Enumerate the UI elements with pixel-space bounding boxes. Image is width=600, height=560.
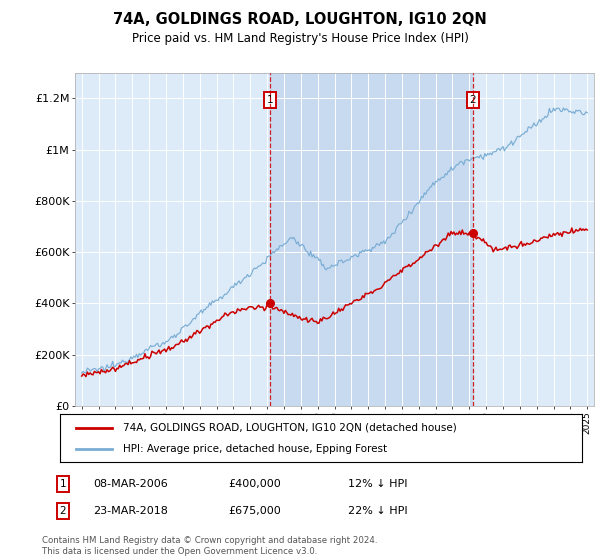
Text: 74A, GOLDINGS ROAD, LOUGHTON, IG10 2QN: 74A, GOLDINGS ROAD, LOUGHTON, IG10 2QN (113, 12, 487, 27)
Text: 22% ↓ HPI: 22% ↓ HPI (348, 506, 407, 516)
Text: 1: 1 (59, 479, 67, 489)
Text: £400,000: £400,000 (228, 479, 281, 489)
Text: 12% ↓ HPI: 12% ↓ HPI (348, 479, 407, 489)
Text: £675,000: £675,000 (228, 506, 281, 516)
Text: 74A, GOLDINGS ROAD, LOUGHTON, IG10 2QN (detached house): 74A, GOLDINGS ROAD, LOUGHTON, IG10 2QN (… (122, 423, 457, 433)
Text: 2: 2 (59, 506, 67, 516)
Text: Price paid vs. HM Land Registry's House Price Index (HPI): Price paid vs. HM Land Registry's House … (131, 32, 469, 45)
Text: 23-MAR-2018: 23-MAR-2018 (93, 506, 168, 516)
Text: 08-MAR-2006: 08-MAR-2006 (93, 479, 168, 489)
Text: 2: 2 (470, 95, 476, 105)
Text: Contains HM Land Registry data © Crown copyright and database right 2024.
This d: Contains HM Land Registry data © Crown c… (42, 536, 377, 556)
Text: 1: 1 (267, 95, 274, 105)
Text: HPI: Average price, detached house, Epping Forest: HPI: Average price, detached house, Eppi… (122, 444, 387, 454)
Bar (270, 73, 473, 406)
